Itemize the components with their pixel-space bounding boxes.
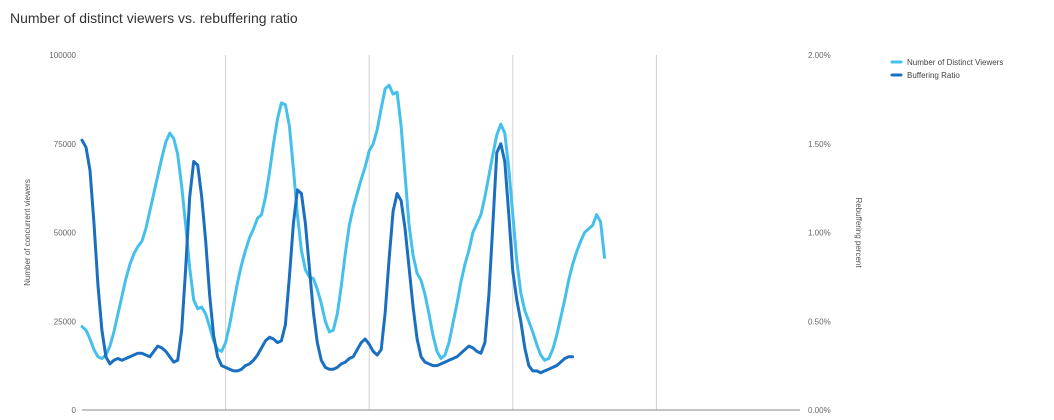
grid [225,55,657,410]
axes: 0 25000 50000 75000 100000 0.00% 0.50% 1.00% 1.5… [23,51,863,415]
y-axis-label: Number of concurrent viewers [23,179,32,286]
y-tick-label: 25000 [54,317,77,326]
y-right-tick-label: 0.50% [808,317,831,326]
legend-item-label: Buffering Ratio [907,71,960,80]
y-tick-label: 0 [72,406,77,415]
series-line-distinct-viewers [80,83,606,362]
y-right-tick-label: 1.00% [808,229,831,238]
y-right-tick-label: 2.00% [808,51,831,60]
series [80,83,606,375]
y-tick-label: 50000 [54,229,77,238]
y-right-tick-label: 1.50% [808,140,831,149]
y-right-tick-label: 0.00% [808,406,831,415]
y-tick-label: 100000 [49,51,76,60]
y-right-axis-label: Rebuffering percent [854,197,863,268]
series-line-buffering-ratio [80,138,575,375]
legend: Number of Distinct Viewers Buffering Rati… [890,58,1003,80]
legend-item-label: Number of Distinct Viewers [907,58,1003,67]
y-tick-label: 75000 [54,140,77,149]
chart-title: Number of distinct viewers vs. rebufferi… [10,10,298,26]
